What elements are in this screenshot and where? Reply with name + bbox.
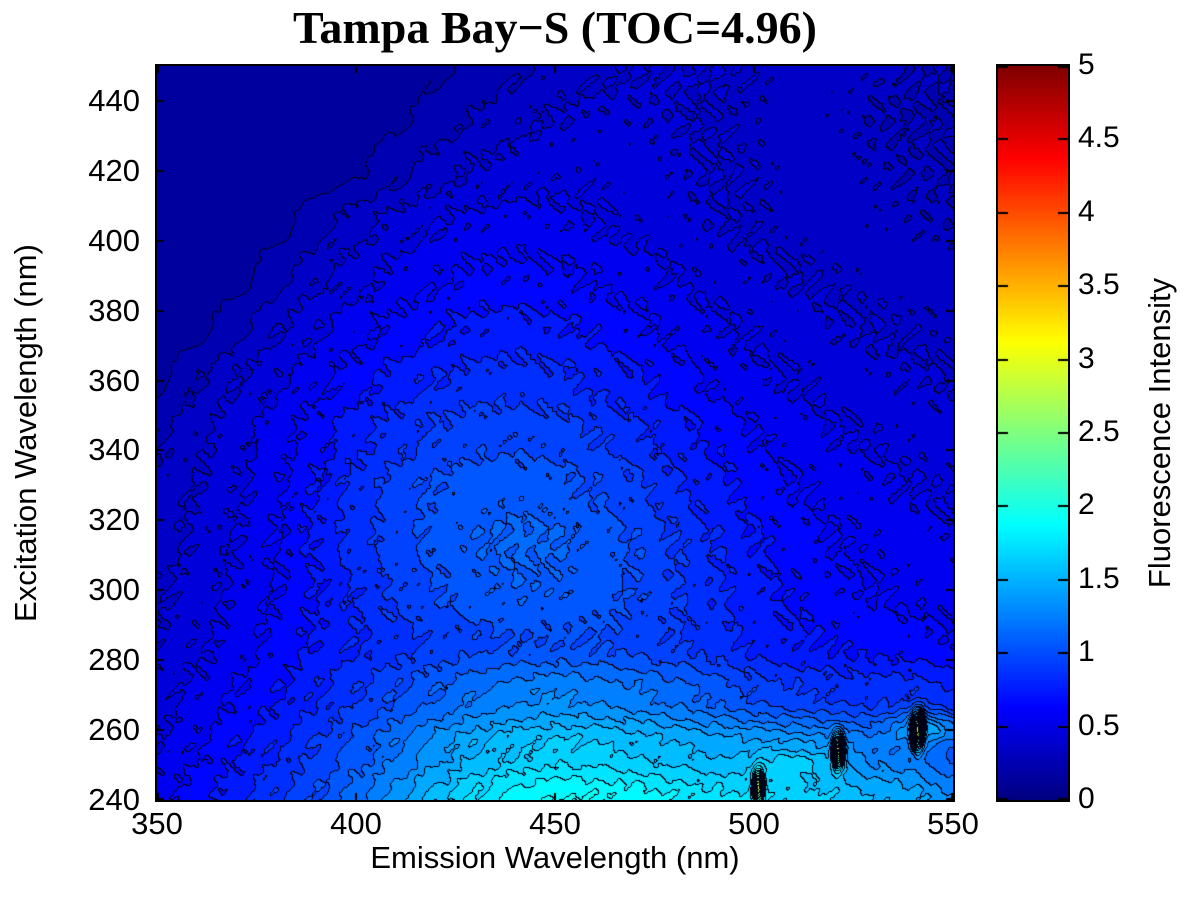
colorbar-tick-label: 1 <box>1078 635 1095 669</box>
y-tick-label: 300 <box>88 572 140 608</box>
colorbar-tick-label: 0 <box>1078 782 1095 815</box>
colorbar-axis-label: Fluorescence Intensity <box>1142 277 1177 589</box>
colorbar-tick-label: 5 <box>1078 48 1095 81</box>
plot-area <box>155 64 955 802</box>
y-tick-label: 440 <box>88 82 140 118</box>
colorbar-tick-label: 0.5 <box>1078 708 1120 742</box>
y-tick-label: 360 <box>88 362 140 398</box>
colorbar-tick-label: 2.5 <box>1078 415 1120 448</box>
y-tick-label: 340 <box>88 432 140 468</box>
colorbar-tick-label: 3.5 <box>1078 268 1120 302</box>
x-axis-label: Emission Wavelength (nm) <box>370 840 740 875</box>
x-tick-label: 350 <box>131 806 183 841</box>
colorbar <box>996 64 1070 802</box>
x-tick-label: 450 <box>529 806 581 841</box>
y-axis-label: Excitation Wavelength (nm) <box>8 244 43 622</box>
x-tick-label: 500 <box>728 806 780 841</box>
y-tick-label: 240 <box>88 782 140 817</box>
colorbar-tick-label: 2 <box>1078 488 1095 522</box>
y-tick-label: 320 <box>88 502 140 538</box>
colorbar-tick-label: 3 <box>1078 341 1095 375</box>
x-tick-label: 550 <box>927 806 979 841</box>
colorbar-gradient-canvas <box>998 66 1068 800</box>
y-tick-label: 400 <box>88 222 140 258</box>
x-tick-label: 400 <box>330 806 382 841</box>
colorbar-tick-label: 4 <box>1078 194 1095 228</box>
contour-plot-canvas <box>157 66 953 800</box>
y-tick-label: 260 <box>88 712 140 748</box>
chart-title: Tampa Bay−S (TOC=4.96) <box>292 2 818 53</box>
y-tick-label: 280 <box>88 642 140 678</box>
y-tick-label: 380 <box>88 292 140 328</box>
y-tick-label: 420 <box>88 152 140 188</box>
colorbar-tick-label: 4.5 <box>1078 121 1120 155</box>
colorbar-tick-label: 1.5 <box>1078 561 1120 595</box>
